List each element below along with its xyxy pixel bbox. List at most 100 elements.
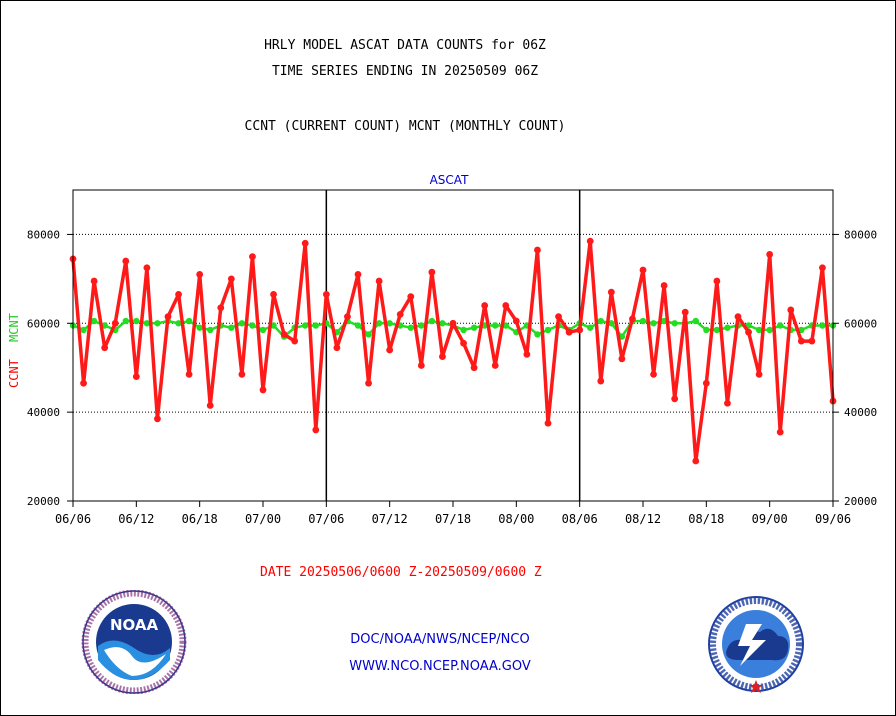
ccnt-point xyxy=(217,304,225,312)
mcnt-point xyxy=(671,320,678,327)
chart-title-line-1: HRLY MODEL ASCAT DATA COUNTS for 06Z xyxy=(264,38,546,53)
ccnt-point xyxy=(417,362,425,369)
mcnt-point xyxy=(175,320,182,327)
ccnt-point xyxy=(154,415,161,423)
x-tick-label: 06/06 xyxy=(55,512,91,526)
ccnt-point xyxy=(502,302,510,309)
mcnt-point xyxy=(354,322,362,329)
x-tick-label: 06/18 xyxy=(182,512,218,526)
ccnt-point xyxy=(227,275,235,283)
mcnt-point xyxy=(418,322,425,329)
ccnt-point xyxy=(386,346,394,354)
mcnt-point xyxy=(534,331,541,338)
mcnt-point xyxy=(692,317,699,325)
ccnt-point xyxy=(607,288,615,296)
panel-title: ASCAT xyxy=(430,173,469,187)
mcnt-point xyxy=(302,322,309,329)
mcnt-point xyxy=(544,326,552,334)
mcnt-point xyxy=(185,317,193,325)
ccnt-point xyxy=(629,315,636,323)
y-tick-label-left: 80000 xyxy=(27,228,60,241)
ccnt-point xyxy=(312,426,320,434)
ccnt-point xyxy=(681,308,689,316)
mcnt-point xyxy=(724,324,731,331)
mcnt-point xyxy=(639,317,647,325)
ccnt-series xyxy=(69,237,837,465)
ccnt-point xyxy=(80,379,87,387)
ccnt-point xyxy=(111,319,119,327)
ccnt-point xyxy=(259,386,267,394)
chart-title-line-2: TIME SERIES ENDING IN 20250509 06Z xyxy=(271,64,539,79)
mcnt-point xyxy=(439,320,446,327)
ccnt-point xyxy=(745,328,752,336)
x-tick-label: 07/18 xyxy=(435,512,471,526)
mcnt-point xyxy=(407,324,414,331)
ccnt-point xyxy=(101,344,109,352)
y-tick-label-right: 20000 xyxy=(844,495,877,508)
mcnt-point xyxy=(460,326,467,334)
credit-agency-path: DOC/NOAA/NWS/NCEP/NCO xyxy=(350,632,530,647)
ccnt-point xyxy=(660,282,668,289)
ccnt-point xyxy=(291,337,299,345)
ccnt-point xyxy=(460,339,467,347)
y-tick-label-right: 80000 xyxy=(844,228,877,241)
ccnt-point xyxy=(586,237,594,245)
ccnt-point xyxy=(618,355,626,363)
ccnt-point xyxy=(344,313,351,321)
x-tick-label: 08/00 xyxy=(498,512,534,526)
mcnt-point xyxy=(228,324,235,331)
chart-title-line-3: CCNT (CURRENT COUNT) MCNT (MONTHLY COUNT… xyxy=(244,119,566,134)
mcnt-point xyxy=(207,326,214,334)
ccnt-point xyxy=(407,293,415,301)
mcnt-point xyxy=(122,317,129,325)
mcnt-point xyxy=(492,322,499,329)
ccnt-point xyxy=(333,344,341,352)
ccnt-point xyxy=(270,291,277,298)
ccnt-point xyxy=(470,364,478,372)
y-tick-label-right: 40000 xyxy=(844,406,877,419)
mcnt-point xyxy=(196,324,203,331)
x-tick-label: 06/12 xyxy=(118,512,154,526)
ccnt-point xyxy=(206,402,214,409)
ccnt-point xyxy=(734,313,742,321)
ccnt-point xyxy=(238,370,246,378)
y-tick-label-left: 20000 xyxy=(27,495,60,508)
ccnt-point xyxy=(766,251,774,258)
ccnt-point xyxy=(143,264,151,272)
ccnt-point xyxy=(280,330,288,338)
ccnt-point xyxy=(439,353,446,361)
ccnt-point xyxy=(650,370,657,378)
ccnt-point xyxy=(196,271,204,278)
ccnt-point xyxy=(776,428,784,436)
mcnt-point xyxy=(587,324,594,331)
ccnt-point xyxy=(512,317,520,325)
ccnt-point xyxy=(365,379,372,387)
ccnt-point xyxy=(428,268,436,276)
mcnt-point xyxy=(766,326,773,334)
ccnt-point xyxy=(301,239,309,247)
ccnt-point xyxy=(175,291,182,298)
ccnt-point xyxy=(544,419,552,427)
ccnt-point xyxy=(724,399,731,407)
ccnt-point xyxy=(639,266,647,274)
ccnt-point xyxy=(755,370,763,378)
x-tick-label: 08/12 xyxy=(625,512,661,526)
ccnt-point xyxy=(322,291,330,298)
x-tick-label: 09/00 xyxy=(752,512,788,526)
mcnt-point xyxy=(386,320,393,327)
ccnt-point xyxy=(132,373,140,380)
ccnt-point xyxy=(375,277,383,285)
ccnt-point xyxy=(164,313,172,321)
grid-layer xyxy=(73,190,833,501)
mcnt-point xyxy=(755,326,763,334)
national-weather-service-logo xyxy=(708,596,804,693)
y-axis-label-mcnt: MCNT xyxy=(7,313,21,342)
mcnt-point xyxy=(80,326,87,334)
mcnt-point xyxy=(238,320,246,327)
ccnt-point xyxy=(491,362,499,369)
ccnt-point xyxy=(481,302,489,309)
x-tick-label: 08/06 xyxy=(562,512,598,526)
mcnt-point xyxy=(365,331,372,338)
